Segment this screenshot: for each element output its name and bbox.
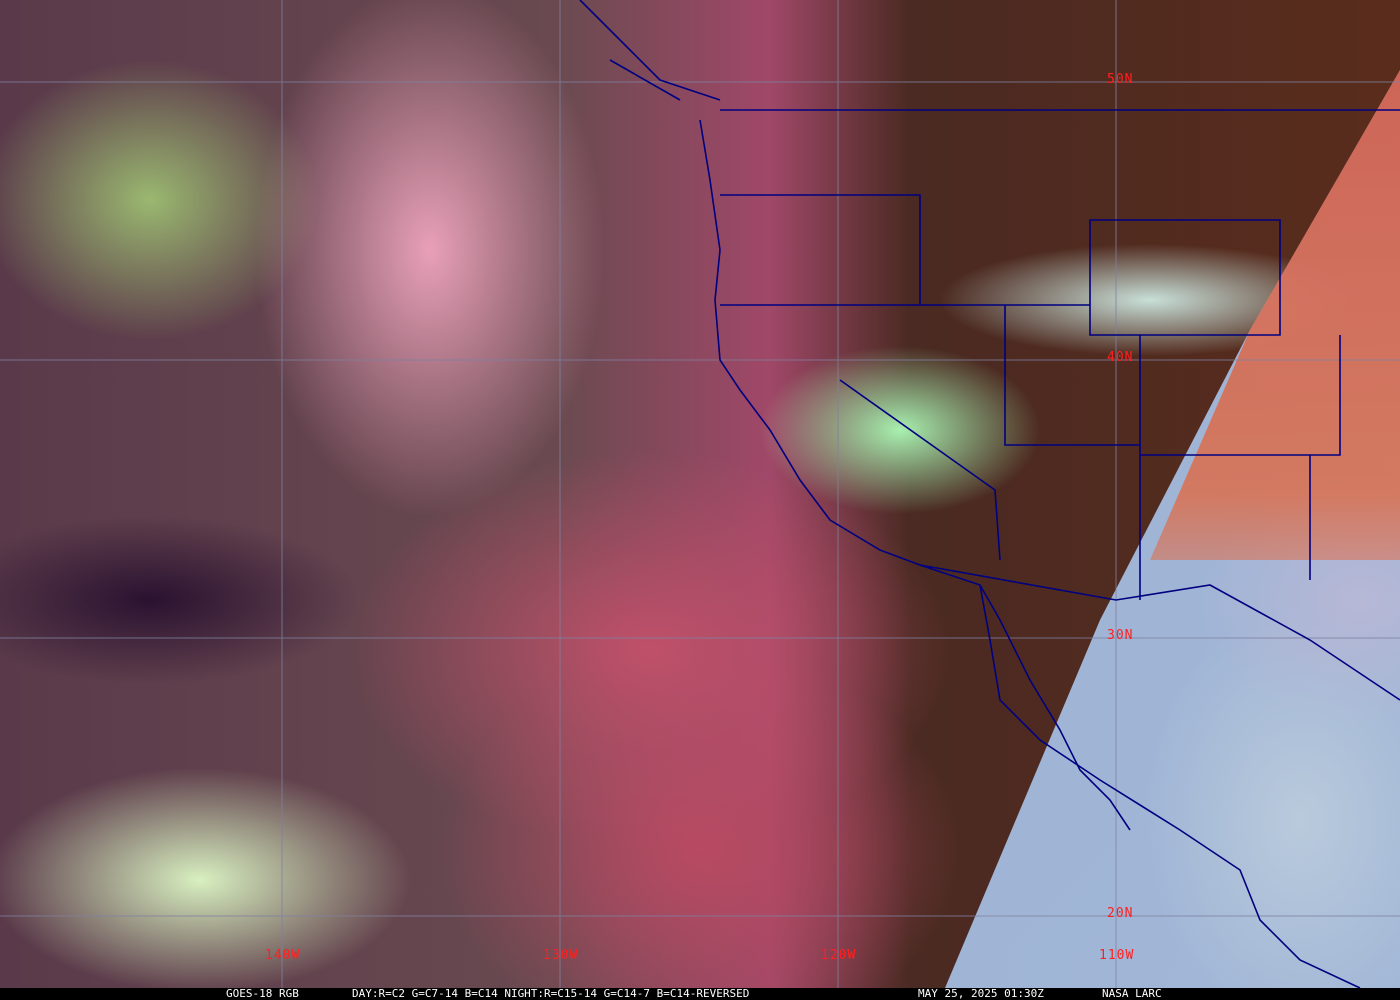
lat-label: 40N xyxy=(1107,350,1134,365)
caption-bar: GOES-18 RGB DAY:R=C2 G=C7-14 B=C14 NIGHT:… xyxy=(0,988,1400,1000)
lat-label: 20N xyxy=(1107,906,1134,921)
boundaries xyxy=(579,0,1400,988)
state-borders xyxy=(720,109,1400,701)
lon-label: 120W xyxy=(821,948,857,963)
lon-label: 110W xyxy=(1099,948,1135,963)
recipe-label: DAY:R=C2 G=C7-14 B=C14 NIGHT:R=C15-14 G=… xyxy=(352,987,750,1000)
mexico-coast xyxy=(979,584,1361,988)
lat-label: 50N xyxy=(1107,72,1134,87)
vancouver-island xyxy=(579,0,721,101)
lat-label: 30N xyxy=(1107,628,1134,643)
datetime-label: MAY 25, 2025 01:30Z xyxy=(918,987,1044,1000)
source-label: NASA LARC xyxy=(1102,987,1162,1000)
product-label: GOES-18 RGB xyxy=(226,987,299,1000)
coastline xyxy=(699,119,1131,831)
lon-label: 130W xyxy=(543,948,579,963)
lon-label: 140W xyxy=(265,948,301,963)
